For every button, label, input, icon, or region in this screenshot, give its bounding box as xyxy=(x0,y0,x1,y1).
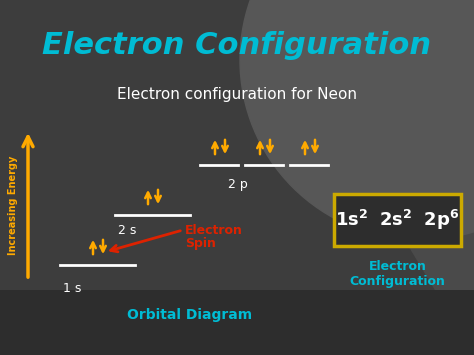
Text: Configuration: Configuration xyxy=(349,274,446,288)
FancyBboxPatch shape xyxy=(334,194,461,246)
Text: Electron: Electron xyxy=(369,261,427,273)
Text: Spin: Spin xyxy=(185,237,216,250)
Polygon shape xyxy=(0,290,474,355)
Text: Increasing Energy: Increasing Energy xyxy=(8,155,18,255)
Text: 2 s: 2 s xyxy=(118,224,137,237)
Text: 2 p: 2 p xyxy=(228,178,248,191)
Circle shape xyxy=(240,0,474,240)
Text: Electron: Electron xyxy=(185,224,243,237)
Text: Orbital Diagram: Orbital Diagram xyxy=(128,308,253,322)
Polygon shape xyxy=(260,0,474,355)
Text: Electron Configuration: Electron Configuration xyxy=(43,31,431,60)
Text: 1 s: 1 s xyxy=(63,282,82,295)
Text: $\mathregular{1s^2\ \ 2s^2\ \ 2p^6}$: $\mathregular{1s^2\ \ 2s^2\ \ 2p^6}$ xyxy=(335,208,460,232)
Text: Electron configuration for Neon: Electron configuration for Neon xyxy=(117,87,357,103)
